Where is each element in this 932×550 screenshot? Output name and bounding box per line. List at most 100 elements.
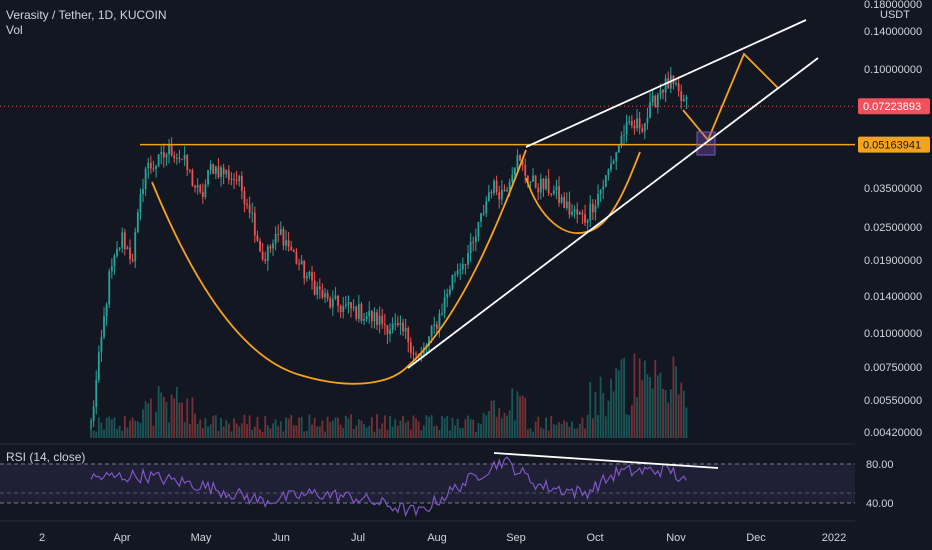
candle: [547, 178, 550, 194]
candle: [225, 170, 228, 175]
candle: [456, 270, 459, 275]
volume-bar: [485, 415, 488, 438]
time-tick-label: May: [191, 532, 212, 544]
volume-bar: [337, 417, 339, 438]
volume-bar: [513, 420, 516, 438]
candle: [412, 353, 415, 355]
volume-bar: [168, 422, 170, 438]
price-tick-label: 0.14000000: [864, 26, 922, 38]
handle-curve[interactable]: [525, 151, 641, 234]
candle: [342, 305, 345, 313]
rsi-divergence-line[interactable]: [493, 452, 719, 469]
volume-bar: [136, 421, 139, 438]
candle: [428, 336, 430, 346]
volume-bar: [435, 425, 438, 438]
rsi-line[interactable]: [90, 456, 687, 518]
candle: [207, 170, 209, 185]
volume-bar: [420, 430, 423, 438]
volume-bar: [118, 425, 121, 438]
volume-bar: [682, 390, 685, 438]
volume-bar: [259, 429, 261, 438]
price-axis[interactable]: 0.18000000 0.14000000 0.10000000 0.03500000…: [855, 0, 932, 521]
volume-bar: [417, 421, 420, 438]
candle: [108, 271, 111, 305]
symbol-title[interactable]: Verasity / Tether, 1D, KUCOIN: [6, 8, 167, 22]
candle: [326, 293, 329, 299]
volume-bar: [110, 419, 113, 438]
candle: [357, 304, 360, 319]
support-trendline[interactable]: [407, 57, 819, 369]
candle: [129, 247, 131, 260]
volume-bar: [563, 419, 566, 438]
volume-bar: [355, 425, 358, 438]
price-tick-label: 0.01000000: [864, 328, 922, 340]
volume-bar: [498, 408, 501, 438]
candle: [568, 201, 571, 215]
volume-bar: [472, 419, 475, 438]
cup-curve[interactable]: [151, 181, 409, 385]
volume-bar: [534, 421, 537, 438]
time-axis[interactable]: 2 Apr May Jun Jul Aug Sep Oct Nov Dec 2022: [39, 532, 846, 544]
volume-bar: [274, 419, 277, 438]
volume-bar: [144, 401, 147, 438]
candle: [331, 298, 334, 308]
candle: [290, 246, 293, 251]
candle: [136, 212, 139, 233]
volume-bar: [298, 417, 300, 438]
candle: [433, 324, 436, 326]
candle: [498, 191, 501, 200]
volume-bar: [162, 396, 165, 438]
candle: [625, 122, 628, 135]
candle: [160, 152, 163, 155]
volume-bar: [253, 426, 256, 438]
volume-bar: [368, 426, 371, 438]
volume-bar: [415, 418, 417, 438]
candle: [467, 253, 469, 265]
volume-bar: [643, 360, 646, 438]
volume-bar: [506, 415, 508, 438]
volume-bar: [342, 428, 345, 438]
volume-bar: [287, 418, 290, 438]
candle: [651, 95, 654, 103]
volume-bar: [235, 423, 238, 438]
volume-bar: [347, 418, 350, 438]
candle: [238, 176, 241, 182]
candle: [415, 353, 417, 355]
projection-path[interactable]: [682, 52, 779, 142]
volume-bar: [264, 415, 267, 438]
volume-bar: [92, 430, 95, 438]
cup-right-curve[interactable]: [407, 149, 527, 367]
candle: [430, 325, 433, 337]
volume-bar: [555, 424, 558, 438]
candle: [209, 164, 212, 171]
volume-label[interactable]: Vol: [6, 23, 23, 37]
price-axis-bg: [855, 0, 932, 521]
candle: [368, 311, 371, 317]
candle: [630, 120, 633, 126]
candle: [313, 280, 316, 295]
time-tick-label: Apr: [113, 532, 130, 544]
volume-bar: [407, 420, 410, 438]
volume-bar: [552, 424, 555, 438]
time-tick-label: 2022: [822, 532, 846, 544]
volume-bar: [311, 424, 313, 438]
volume-bar: [526, 429, 529, 438]
rsi-label[interactable]: RSI (14, close): [6, 450, 86, 464]
time-tick-label: Dec: [746, 532, 766, 544]
volume-bar: [508, 410, 511, 438]
candle: [578, 212, 581, 215]
candle: [295, 252, 298, 264]
candle: [571, 211, 573, 215]
candle: [308, 271, 311, 276]
candle: [233, 178, 235, 180]
candle: [552, 190, 555, 194]
candle: [355, 306, 358, 319]
candle: [581, 212, 584, 215]
volume-bar: [638, 358, 641, 438]
candle: [279, 229, 282, 235]
candle: [474, 236, 477, 243]
resistance-trendline[interactable]: [525, 19, 807, 148]
candle: [508, 181, 511, 190]
candle: [134, 232, 137, 262]
